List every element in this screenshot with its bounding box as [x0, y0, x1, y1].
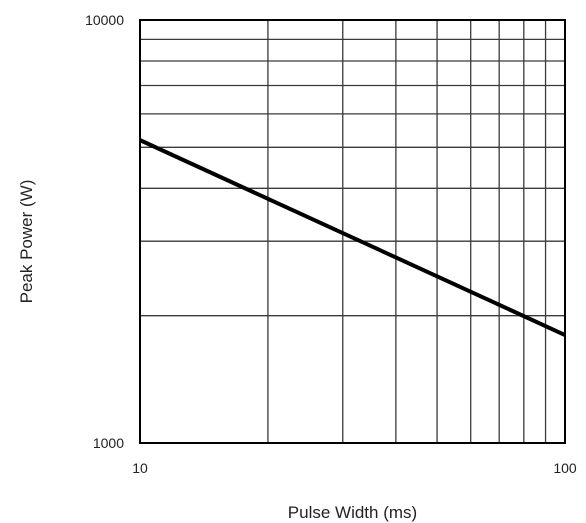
- series-line-0: [139, 138, 566, 337]
- x-tick-label-100: 100: [553, 460, 577, 476]
- x-axis-title: Pulse Width (ms): [288, 503, 417, 522]
- y-tick-label-10000: 10000: [85, 12, 124, 28]
- y-axis-title: Peak Power (W): [17, 180, 36, 304]
- grid: [140, 20, 565, 443]
- series-layer: [139, 138, 566, 337]
- y-tick-label-1000: 1000: [93, 435, 124, 451]
- x-tick-label-10: 10: [132, 460, 148, 476]
- plot-frame: [139, 19, 566, 444]
